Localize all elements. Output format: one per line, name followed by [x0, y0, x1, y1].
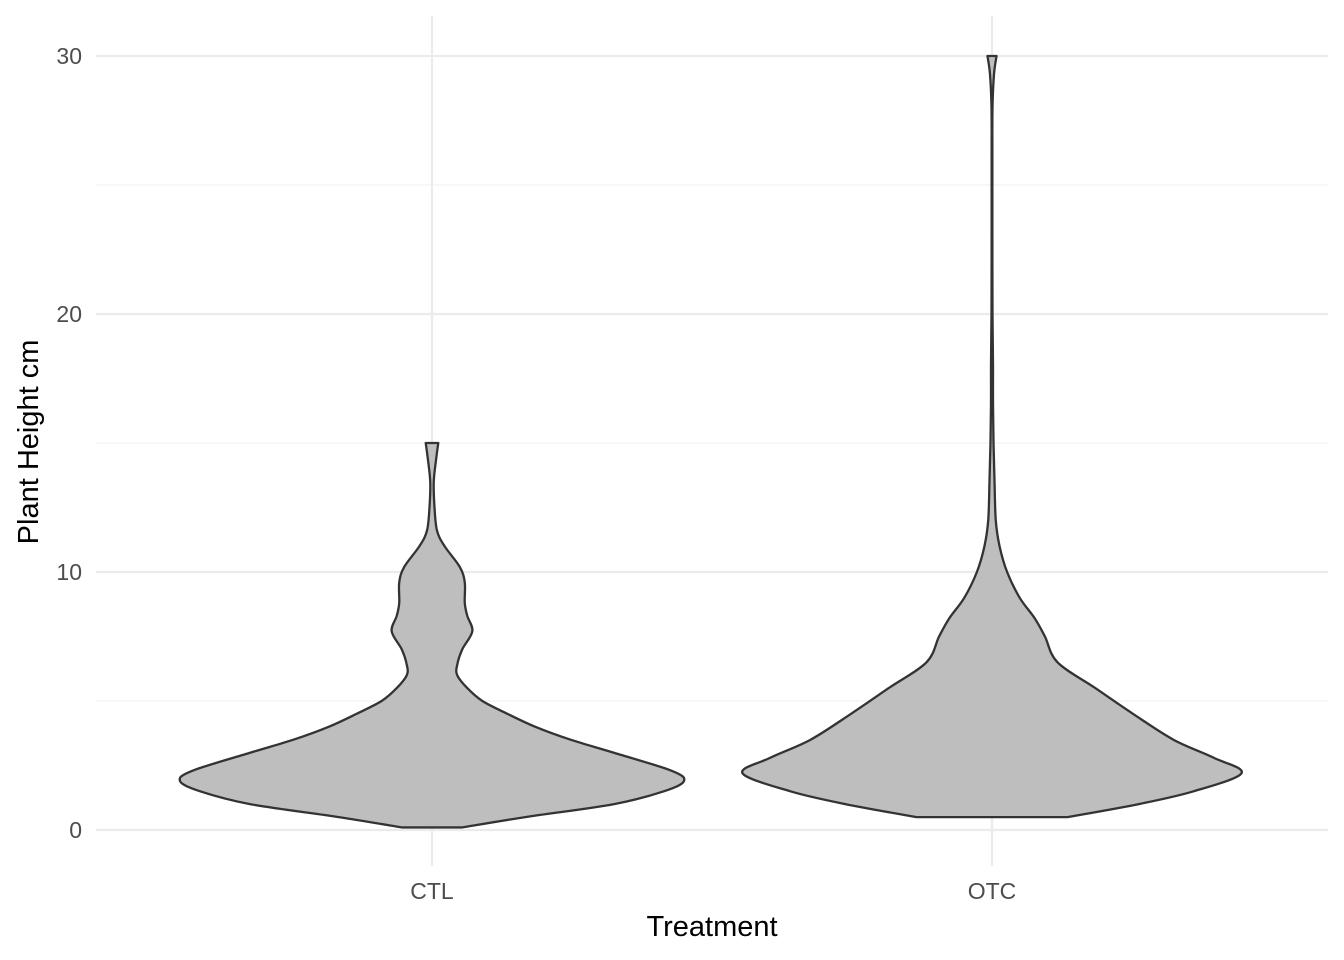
violins [178, 54, 1243, 829]
violin-otc [741, 54, 1243, 819]
y-axis-title: Plant Height cm [13, 340, 45, 545]
x-axis-ticks: CTL OTC [410, 878, 1016, 904]
y-tick-label: 0 [69, 817, 82, 843]
violin-ctl [178, 441, 686, 829]
y-axis-ticks: 0 10 20 30 [56, 43, 82, 843]
y-tick-label: 20 [56, 301, 82, 327]
y-tick-label: 30 [56, 43, 82, 69]
x-tick-label-otc: OTC [968, 878, 1017, 904]
x-axis-title: Treatment [646, 911, 777, 943]
x-tick-label-ctl: CTL [410, 878, 454, 904]
y-tick-label: 10 [56, 559, 82, 585]
